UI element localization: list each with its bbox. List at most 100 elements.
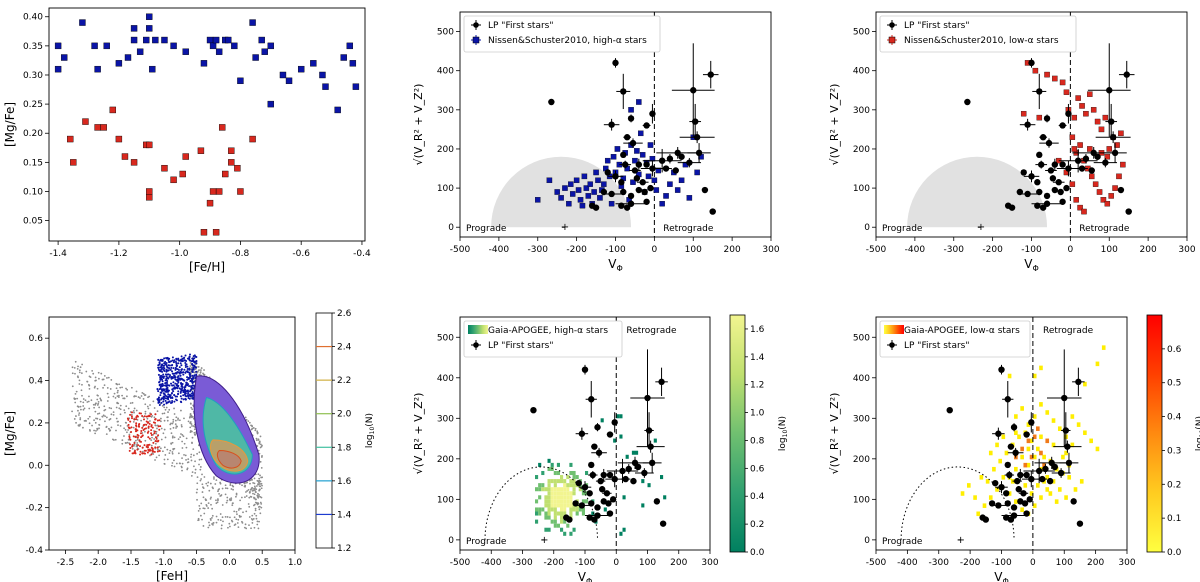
y-tick-label: 0.40 [23, 13, 43, 23]
heatmap-cell [1095, 446, 1100, 452]
grey-point [239, 499, 242, 502]
prograde-boundary [484, 466, 598, 540]
heatmap-cell [544, 515, 548, 520]
grey-point [241, 484, 243, 487]
data-point [103, 42, 110, 50]
grey-point [193, 431, 196, 434]
data-point [161, 164, 168, 172]
axes-frame [459, 11, 772, 238]
lp-point [639, 179, 646, 186]
legend-lp-marker [889, 342, 895, 348]
grey-point [79, 417, 82, 419]
high-alpha-point [156, 387, 159, 390]
y-tick-label: 0.35 [23, 42, 43, 52]
high-alpha-point [175, 399, 178, 402]
y-tick-label: 0 [448, 536, 454, 546]
grey-point [166, 458, 169, 461]
grey-point [202, 487, 205, 490]
grey-point [224, 515, 227, 518]
data-point [638, 130, 644, 137]
grey-point [201, 483, 204, 486]
heatmap-cell [1067, 475, 1072, 480]
data-point [1036, 114, 1043, 121]
low-alpha-point [148, 448, 151, 451]
heatmap-cell [563, 483, 567, 488]
grey-point [252, 489, 255, 492]
lp-point [1020, 490, 1027, 497]
data-point [1096, 189, 1103, 195]
grey-point [106, 400, 109, 402]
high-alpha-point [185, 381, 188, 384]
grey-point [259, 435, 262, 438]
colorbar-tick-label: 2.4 [337, 343, 352, 353]
grey-point [233, 516, 236, 519]
data-point [212, 36, 220, 44]
data-point [1087, 146, 1093, 152]
lp-point [998, 366, 1005, 373]
grey-point [226, 516, 229, 518]
grey-point [96, 412, 99, 415]
heatmap-cell [619, 414, 623, 419]
low-alpha-point [129, 446, 132, 449]
low-alpha-point [148, 414, 151, 417]
low-alpha-point [157, 425, 160, 428]
data-point [1098, 126, 1105, 133]
lp-point [1015, 486, 1022, 493]
high-alpha-point [180, 401, 183, 404]
low-alpha-point [155, 437, 158, 440]
x-tick-label: -1.0 [155, 558, 173, 568]
y-tick-label: 200 [437, 145, 454, 155]
grey-point [171, 435, 174, 438]
high-alpha-point [191, 378, 194, 381]
grey-point [163, 419, 166, 422]
high-alpha-point [173, 376, 176, 379]
grey-point [144, 403, 147, 406]
high-alpha-point [162, 400, 165, 403]
grey-point [119, 425, 122, 427]
high-alpha-point [184, 366, 187, 369]
grey-point [132, 410, 135, 412]
legend-label: Gaia-APOGEE, high-α stars [488, 326, 608, 336]
data-point [67, 135, 74, 143]
grey-point [117, 424, 119, 427]
low-alpha-point [141, 415, 144, 418]
grey-point [257, 496, 260, 499]
high-alpha-point [156, 398, 159, 401]
grey-point [240, 496, 243, 499]
grey-point [121, 442, 124, 445]
low-alpha-point [143, 423, 146, 426]
grey-point [217, 499, 219, 502]
grey-point [74, 401, 77, 404]
legend-grad-marker [884, 325, 904, 334]
grey-point [183, 442, 186, 445]
grey-point [255, 485, 258, 487]
grey-point [153, 407, 156, 409]
data-point [1087, 91, 1093, 97]
grey-point [199, 468, 202, 471]
heatmap-cell [585, 499, 589, 504]
heatmap-cell [556, 479, 560, 484]
low-alpha-point [134, 436, 137, 439]
grey-point [233, 510, 236, 513]
grey-point [177, 452, 180, 455]
grey-point [199, 369, 202, 371]
high-alpha-point [160, 398, 163, 401]
grey-point [235, 493, 238, 496]
heatmap-cell [1029, 454, 1034, 460]
grey-point [93, 406, 95, 409]
data-point [1069, 181, 1076, 187]
lp-point [586, 490, 593, 497]
lp-point [588, 461, 595, 469]
low-alpha-point [150, 434, 153, 437]
data-point [647, 142, 654, 148]
y-tick-label: 0.2 [29, 419, 43, 429]
grey-point [228, 522, 231, 525]
data-point [1089, 173, 1095, 180]
grey-point [203, 476, 206, 478]
data-point [645, 173, 652, 180]
low-alpha-point [135, 418, 138, 421]
grey-point [235, 510, 238, 513]
grey-point [253, 497, 256, 500]
high-alpha-point [175, 365, 178, 368]
grey-point [192, 448, 195, 451]
